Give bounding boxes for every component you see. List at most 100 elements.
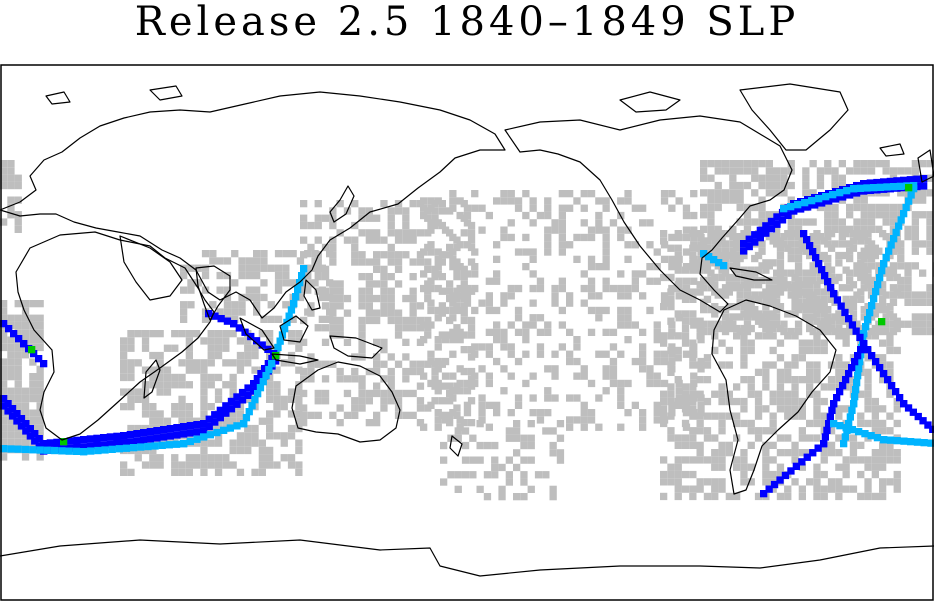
density-cell-medium: [906, 176, 914, 184]
density-cell-low: [296, 257, 305, 265]
density-cell-high: [880, 436, 888, 444]
density-cell-low: [236, 446, 245, 455]
density-cell-low: [14, 394, 22, 403]
density-cell-high: [233, 422, 241, 430]
density-cell-low: [718, 339, 726, 347]
density-cell-low: [449, 197, 457, 205]
density-cell-low: [718, 419, 726, 428]
density-cell-low: [307, 243, 315, 252]
density-cell-low: [307, 375, 315, 383]
density-cell-low: [794, 233, 803, 241]
density-cell-medium: [22, 427, 30, 435]
density-cell-low: [806, 317, 814, 325]
density-cell-low: [864, 492, 872, 501]
density-cell-medium: [854, 352, 862, 360]
density-cell-low: [222, 381, 230, 389]
density-cell-low: [696, 361, 704, 369]
density-cell-low: [280, 439, 288, 447]
density-cell-low: [287, 330, 296, 338]
density-cell-low: [0, 167, 8, 175]
density-cell-low: [879, 405, 887, 413]
density-cell-low: [551, 219, 559, 227]
density-cell-low: [697, 394, 705, 402]
density-cell-low: [780, 327, 788, 336]
density-cell-low: [587, 277, 596, 285]
density-cell-low: [544, 248, 552, 256]
density-cell-high: [897, 216, 905, 224]
density-cell-low: [831, 203, 839, 212]
density-cell-low: [758, 211, 766, 219]
density-cell-low: [769, 346, 777, 355]
density-cell-low: [864, 383, 872, 391]
density-cell-medium: [776, 476, 784, 484]
density-cell-low: [127, 395, 135, 403]
density-cell-low: [500, 328, 508, 336]
density-cell-low: [409, 309, 417, 317]
density-cell-low: [329, 324, 337, 332]
density-cell-low: [787, 160, 795, 168]
density-cell-low: [733, 273, 741, 282]
density-cell-low: [149, 454, 157, 462]
density-cell-low: [787, 225, 795, 233]
density-cell-low: [513, 420, 521, 428]
density-cell-low: [416, 397, 425, 405]
density-cell-low: [522, 379, 530, 388]
density-cell-low: [434, 197, 442, 205]
density-cell-medium: [5, 325, 13, 333]
density-cell-low: [358, 338, 366, 346]
density-cell-low: [889, 284, 898, 292]
density-cell-low: [754, 405, 763, 413]
density-cell-low: [416, 419, 425, 427]
density-cell-low: [675, 379, 683, 388]
density-cell-low: [409, 236, 417, 244]
density-cell-high: [172, 440, 181, 448]
density-cell-medium: [160, 426, 168, 434]
density-cell-low: [718, 273, 726, 282]
density-cell-low: [295, 410, 303, 418]
density-cell-low: [394, 229, 403, 237]
density-cell-low: [307, 302, 315, 310]
density-cell-low: [358, 331, 366, 339]
density-cell-high: [794, 201, 802, 209]
density-cell-medium: [173, 431, 181, 439]
density-cell-low: [718, 383, 726, 391]
density-cell-low: [867, 247, 876, 255]
density-cell-high: [854, 372, 862, 380]
density-cell-low: [178, 403, 186, 411]
density-cell-low: [14, 329, 22, 337]
density-cell-low: [725, 412, 733, 420]
density-cell-low: [674, 251, 682, 260]
density-cell-low: [689, 361, 697, 369]
density-cell-low: [675, 233, 683, 242]
density-cell-high: [895, 222, 903, 230]
density-cell-low: [682, 423, 691, 431]
density-cell-low: [329, 280, 337, 288]
density-cell-low: [846, 284, 854, 292]
density-cell-medium: [872, 358, 880, 366]
density-cell-low: [736, 160, 744, 168]
density-cell-low: [498, 493, 506, 501]
density-cell-medium: [815, 260, 823, 268]
density-cell-low: [0, 409, 8, 417]
density-cell-low: [513, 427, 521, 435]
density-cell-low: [178, 468, 186, 476]
density-cell-low: [460, 229, 468, 237]
density-cell-low: [846, 254, 854, 263]
density-cell-low: [660, 492, 668, 501]
density-cell-low: [273, 366, 281, 374]
density-cell-low: [682, 350, 691, 358]
density-cell-low: [321, 389, 330, 398]
density-cell-low: [409, 258, 417, 266]
density-cell-low: [721, 284, 730, 292]
density-cell-low: [171, 410, 179, 418]
density-cell-low: [427, 277, 435, 285]
density-cell-low: [394, 236, 403, 244]
density-cell-low: [689, 390, 697, 398]
density-cell-low: [223, 293, 232, 302]
density-cell-low: [7, 203, 15, 212]
density-cell-low: [765, 262, 773, 270]
density-cell-low: [556, 434, 565, 442]
density-cell-low: [409, 389, 417, 398]
density-cell-low: [882, 211, 890, 219]
density-cell-low: [624, 336, 632, 344]
